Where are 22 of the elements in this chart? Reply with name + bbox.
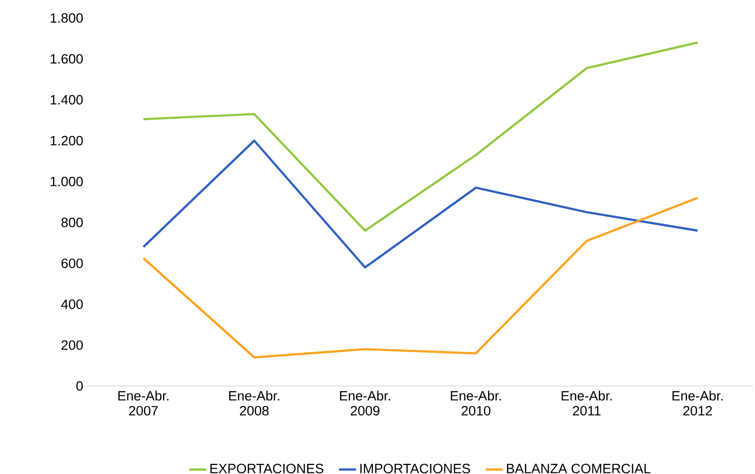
y-tick-label: 1.400 xyxy=(50,95,83,105)
y-tick-label: 600 xyxy=(62,258,83,268)
y-tick-label: 200 xyxy=(62,340,83,350)
y-tick-label: 1.000 xyxy=(50,176,83,186)
legend-label: BALANZA COMERCIAL xyxy=(506,464,650,474)
x-tick-label: Ene-Abr. 2012 xyxy=(672,390,723,416)
line-series xyxy=(142,41,699,232)
x-tick-label: Ene-Abr. 2011 xyxy=(562,390,612,416)
legend-label: EXPORTACIONES xyxy=(210,464,324,474)
y-tick-label: 1.200 xyxy=(50,136,83,146)
x-tick-label: Ene-Abr. 2010 xyxy=(450,390,501,416)
y-tick-label: 1.600 xyxy=(50,54,83,64)
line-series xyxy=(142,196,699,358)
x-tick-label: Ene-Abr. 2008 xyxy=(229,390,280,416)
y-tick-label: 1.800 xyxy=(50,13,83,23)
y-tick-label: 0 xyxy=(76,381,83,391)
y-tick-label: 400 xyxy=(61,299,83,309)
x-tick-label: Ene-Abr. 2009 xyxy=(340,390,390,416)
x-tick-label: Ene-Abr. 2007 xyxy=(118,390,168,416)
y-tick-label: 800 xyxy=(61,218,83,228)
legend-label: IMPORTACIONES xyxy=(360,464,470,474)
line-series xyxy=(142,140,699,269)
